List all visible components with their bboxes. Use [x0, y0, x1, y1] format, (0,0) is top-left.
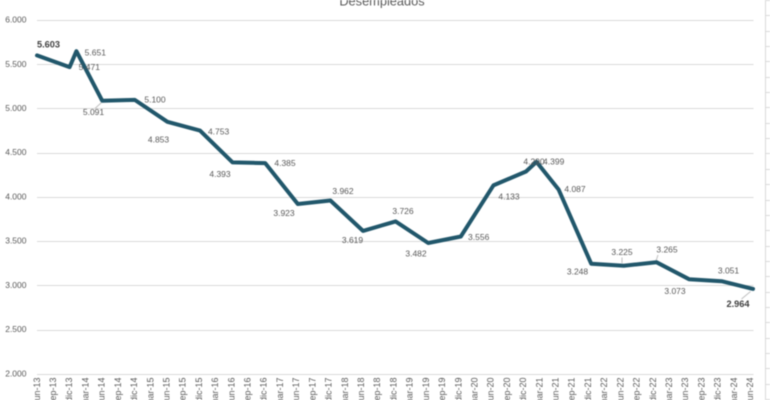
svg-text:sep-15: sep-15 — [178, 378, 188, 400]
svg-text:dic-17: dic-17 — [324, 378, 334, 400]
svg-text:jun-22: jun-22 — [615, 378, 625, 400]
svg-text:mar-17: mar-17 — [275, 378, 285, 400]
svg-text:jun-23: jun-23 — [680, 378, 690, 400]
svg-text:4.393: 4.393 — [209, 169, 231, 179]
svg-text:sep-23: sep-23 — [696, 378, 706, 400]
svg-text:mar-21: mar-21 — [534, 378, 544, 400]
svg-text:mar-23: mar-23 — [664, 378, 674, 400]
svg-text:4.000: 4.000 — [5, 192, 27, 202]
svg-text:4.500: 4.500 — [5, 147, 27, 157]
svg-text:dic-20: dic-20 — [518, 378, 528, 400]
svg-text:jun-21: jun-21 — [551, 378, 561, 400]
svg-text:mar-14: mar-14 — [80, 378, 90, 400]
svg-text:sep-19: sep-19 — [437, 378, 447, 400]
svg-text:jun-20: jun-20 — [486, 378, 496, 400]
svg-text:5.091: 5.091 — [83, 107, 105, 117]
svg-text:jun-18: jun-18 — [356, 378, 366, 400]
svg-text:3.225: 3.225 — [611, 247, 633, 257]
svg-text:2.964: 2.964 — [727, 299, 751, 309]
svg-text:5.100: 5.100 — [144, 95, 166, 105]
svg-text:4.290: 4.290 — [523, 157, 545, 167]
svg-text:sep-21: sep-21 — [567, 378, 577, 400]
svg-text:mar-20: mar-20 — [470, 378, 480, 400]
svg-text:sep-20: sep-20 — [502, 378, 512, 400]
svg-text:sep-16: sep-16 — [243, 378, 253, 400]
svg-text:3.619: 3.619 — [342, 235, 364, 245]
svg-text:3.962: 3.962 — [332, 186, 354, 196]
svg-text:dic-19: dic-19 — [453, 378, 463, 400]
svg-text:jun-19: jun-19 — [421, 378, 431, 400]
svg-text:jun-24: jun-24 — [745, 378, 755, 400]
svg-text:4.853: 4.853 — [148, 135, 170, 145]
svg-text:2.500: 2.500 — [5, 324, 27, 334]
svg-text:4.133: 4.133 — [498, 192, 520, 202]
svg-text:3.923: 3.923 — [273, 208, 295, 218]
svg-text:3.051: 3.051 — [718, 266, 740, 276]
svg-text:mar-24: mar-24 — [729, 378, 739, 400]
svg-text:dic-23: dic-23 — [713, 378, 723, 400]
svg-text:dic-22: dic-22 — [648, 378, 658, 400]
svg-text:mar-16: mar-16 — [210, 378, 220, 400]
svg-text:dic-15: dic-15 — [194, 378, 204, 400]
svg-text:Desempleados: Desempleados — [339, 0, 424, 9]
svg-text:3.073: 3.073 — [664, 286, 686, 296]
svg-text:3.000: 3.000 — [5, 280, 27, 290]
svg-text:4.385: 4.385 — [274, 158, 296, 168]
svg-text:5.500: 5.500 — [5, 59, 27, 69]
svg-text:dic-14: dic-14 — [129, 378, 139, 400]
svg-text:jun-17: jun-17 — [291, 378, 301, 400]
svg-text:3.500: 3.500 — [5, 236, 27, 246]
svg-text:4.753: 4.753 — [208, 127, 230, 137]
svg-text:5.651: 5.651 — [85, 48, 107, 58]
svg-text:sep-18: sep-18 — [372, 378, 382, 400]
svg-text:jun-16: jun-16 — [226, 378, 236, 400]
svg-text:mar-18: mar-18 — [340, 378, 350, 400]
svg-text:sep-14: sep-14 — [113, 378, 123, 400]
svg-text:3.556: 3.556 — [468, 232, 490, 242]
svg-text:dic-18: dic-18 — [388, 378, 398, 400]
svg-text:jun-15: jun-15 — [162, 378, 172, 400]
svg-text:3.726: 3.726 — [392, 206, 414, 216]
svg-text:sep-13: sep-13 — [48, 378, 58, 400]
svg-text:4.087: 4.087 — [564, 184, 586, 194]
svg-text:5.603: 5.603 — [37, 40, 60, 50]
svg-text:6.000: 6.000 — [5, 15, 27, 25]
svg-text:mar-22: mar-22 — [599, 378, 609, 400]
svg-text:sep-22: sep-22 — [632, 378, 642, 400]
svg-text:4.399: 4.399 — [543, 157, 565, 167]
svg-text:jun-13: jun-13 — [32, 378, 42, 400]
svg-text:2.000: 2.000 — [5, 368, 27, 378]
svg-text:mar-19: mar-19 — [405, 378, 415, 400]
svg-text:dic-16: dic-16 — [259, 378, 269, 400]
svg-text:5.471: 5.471 — [79, 62, 101, 72]
svg-text:sep-17: sep-17 — [307, 378, 317, 400]
svg-text:5.000: 5.000 — [5, 103, 27, 113]
svg-text:3.265: 3.265 — [656, 245, 678, 255]
svg-text:mar-15: mar-15 — [145, 378, 155, 400]
svg-text:dic-21: dic-21 — [583, 378, 593, 400]
svg-text:dic-13: dic-13 — [64, 378, 74, 400]
svg-text:3.482: 3.482 — [405, 249, 427, 259]
svg-text:jun-14: jun-14 — [97, 378, 107, 400]
svg-text:3.248: 3.248 — [567, 267, 589, 277]
